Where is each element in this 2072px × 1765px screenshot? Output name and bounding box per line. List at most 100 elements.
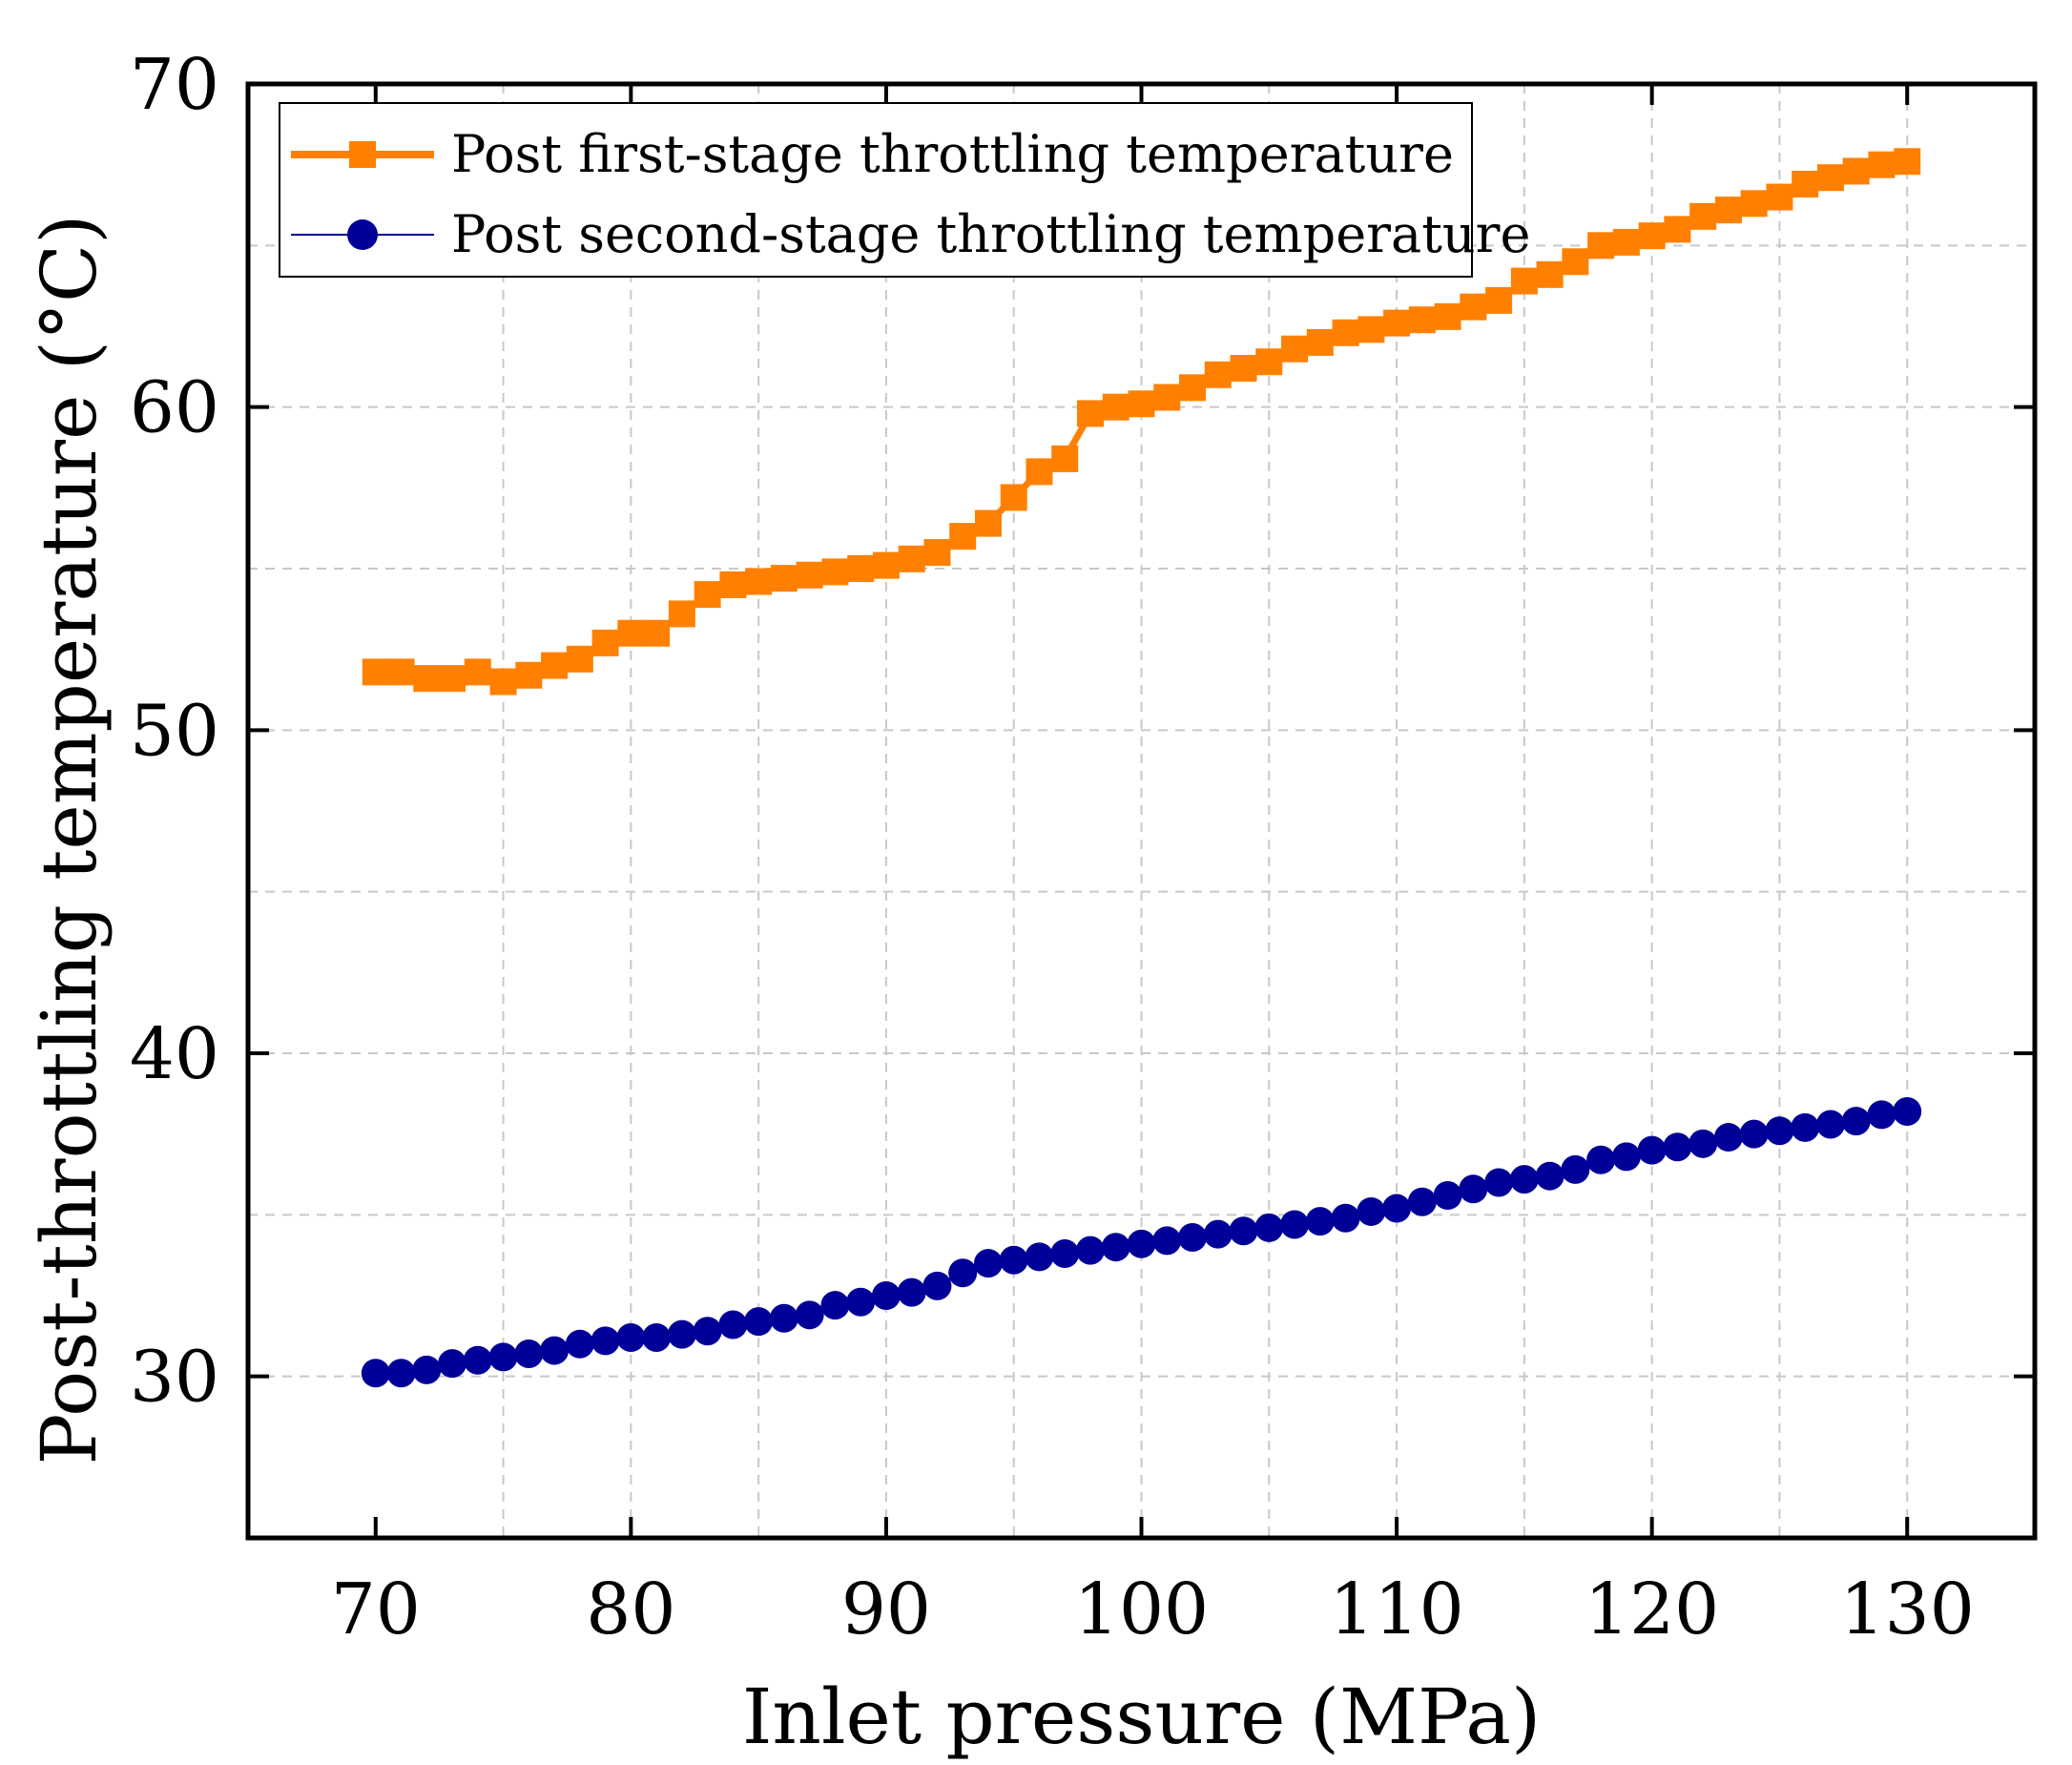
data-point bbox=[1484, 1168, 1514, 1197]
y-axis-title: Post-throttling temperature (°C) bbox=[25, 215, 114, 1465]
data-point bbox=[718, 1310, 748, 1339]
data-point bbox=[489, 668, 517, 696]
data-point bbox=[1281, 335, 1309, 363]
data-point bbox=[413, 665, 441, 693]
data-point bbox=[745, 568, 773, 595]
data-point bbox=[1740, 190, 1768, 218]
data-point bbox=[897, 1277, 926, 1307]
legend: Post first-stage throttling temperature … bbox=[279, 102, 1530, 278]
data-point bbox=[1229, 1216, 1258, 1246]
data-point bbox=[1586, 1145, 1616, 1174]
data-point bbox=[770, 565, 798, 592]
data-point bbox=[1611, 1142, 1641, 1172]
data-point bbox=[1460, 293, 1487, 321]
data-point bbox=[566, 645, 593, 673]
data-point bbox=[1816, 164, 1844, 192]
data-point bbox=[362, 658, 389, 686]
data-point bbox=[361, 1359, 390, 1388]
data-point bbox=[1765, 1116, 1794, 1146]
data-point bbox=[795, 1300, 824, 1330]
data-point bbox=[1075, 1236, 1105, 1265]
data-point bbox=[1230, 355, 1257, 383]
data-point bbox=[1255, 348, 1283, 376]
data-point bbox=[796, 561, 823, 589]
data-point bbox=[617, 619, 645, 647]
y-tick-label: 40 bbox=[130, 1013, 219, 1095]
data-point bbox=[1663, 1132, 1692, 1162]
data-point bbox=[769, 1303, 798, 1333]
data-point bbox=[1893, 1096, 1922, 1126]
data-point bbox=[1868, 151, 1896, 178]
data-point bbox=[693, 1317, 722, 1346]
series-first-stage bbox=[362, 148, 1921, 696]
data-point bbox=[949, 523, 977, 550]
data-point bbox=[1791, 1112, 1820, 1142]
data-point bbox=[948, 1258, 978, 1288]
data-point bbox=[643, 619, 671, 647]
data-point bbox=[1562, 248, 1589, 276]
data-point bbox=[1894, 148, 1921, 176]
data-point bbox=[387, 658, 415, 686]
data-point bbox=[1254, 1213, 1284, 1242]
data-point bbox=[1792, 170, 1819, 197]
data-point bbox=[1867, 1100, 1896, 1130]
x-tick-label: 100 bbox=[1074, 1568, 1209, 1651]
y-tick-label: 30 bbox=[130, 1337, 219, 1419]
data-point bbox=[1714, 197, 1742, 224]
data-point bbox=[464, 658, 491, 686]
x-tick-label: 120 bbox=[1585, 1568, 1719, 1651]
data-point bbox=[1305, 1207, 1335, 1236]
data-point bbox=[1382, 1194, 1412, 1223]
data-point bbox=[1689, 1129, 1718, 1158]
x-axis-title: Inlet pressure (MPa) bbox=[742, 1672, 1541, 1761]
data-point bbox=[439, 665, 466, 693]
data-point bbox=[898, 545, 925, 572]
data-point bbox=[1153, 384, 1181, 411]
data-point bbox=[565, 1329, 594, 1359]
data-point bbox=[1152, 1226, 1182, 1256]
data-point bbox=[1127, 1229, 1156, 1258]
data-point bbox=[1587, 232, 1615, 260]
data-point bbox=[1178, 1223, 1208, 1253]
data-point bbox=[1051, 445, 1079, 472]
data-point bbox=[1203, 1219, 1233, 1249]
data-point bbox=[1536, 260, 1564, 288]
data-point bbox=[541, 652, 569, 679]
data-point bbox=[1179, 374, 1207, 402]
legend-marker-square bbox=[349, 141, 376, 168]
legend-label-second-stage: Post second-stage throttling temperature bbox=[451, 204, 1530, 264]
data-point bbox=[872, 551, 900, 579]
data-point bbox=[1842, 157, 1870, 185]
data-point bbox=[438, 1349, 467, 1379]
data-point bbox=[1383, 309, 1411, 337]
data-point bbox=[694, 581, 721, 609]
data-point bbox=[923, 539, 951, 567]
data-point bbox=[973, 1249, 1003, 1278]
data-point bbox=[1459, 1174, 1488, 1204]
y-tick-label: 60 bbox=[130, 367, 219, 449]
data-point bbox=[1739, 1119, 1769, 1149]
data-point bbox=[1000, 484, 1027, 511]
data-point bbox=[1509, 1165, 1539, 1194]
data-point bbox=[1766, 183, 1793, 211]
x-tick-label: 70 bbox=[331, 1568, 421, 1651]
legend-label-first-stage: Post first-stage throttling temperature bbox=[451, 124, 1454, 184]
data-point bbox=[1485, 286, 1513, 314]
data-point bbox=[1101, 1233, 1130, 1262]
data-point bbox=[1102, 393, 1129, 421]
x-tick-label: 130 bbox=[1840, 1568, 1975, 1651]
data-point bbox=[1331, 1203, 1360, 1233]
data-point bbox=[386, 1359, 416, 1388]
data-point bbox=[820, 1291, 850, 1320]
data-point bbox=[1689, 202, 1717, 230]
data-point bbox=[974, 509, 1002, 537]
data-point bbox=[668, 600, 695, 628]
data-point bbox=[999, 1245, 1028, 1275]
data-point bbox=[1713, 1123, 1743, 1152]
data-point bbox=[1434, 302, 1461, 330]
y-tick-label: 70 bbox=[130, 44, 219, 126]
data-point bbox=[922, 1271, 952, 1300]
y-tick-label: 50 bbox=[130, 690, 219, 772]
